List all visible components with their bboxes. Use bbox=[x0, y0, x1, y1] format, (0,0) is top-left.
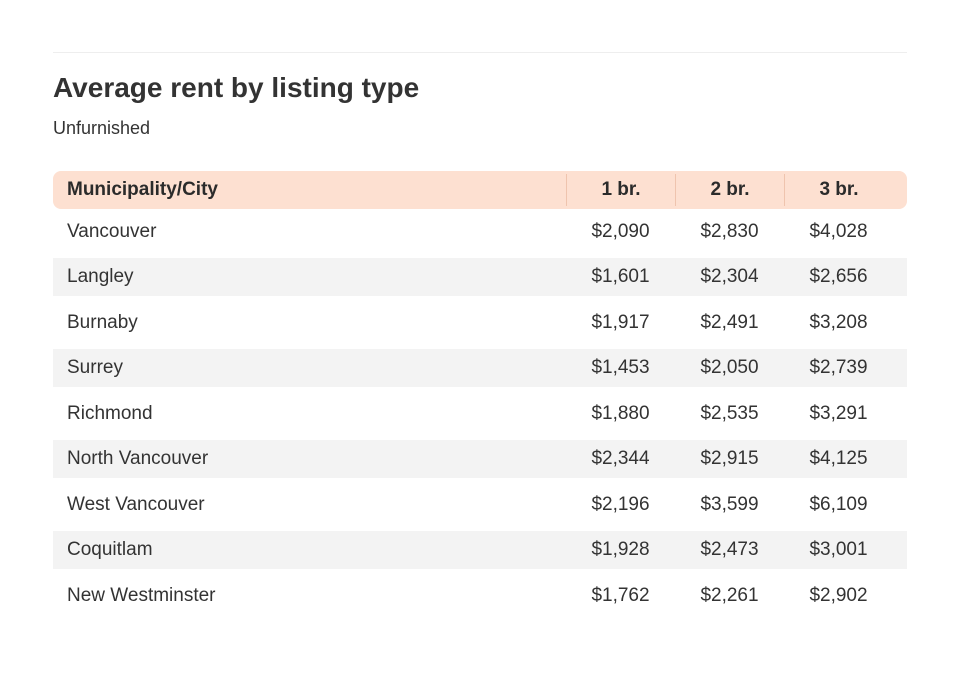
rent-1br-cell: $2,196 bbox=[591, 493, 650, 515]
rent-3br-cell: $6,109 bbox=[809, 493, 868, 515]
table-row: Surrey $1,453 $2,050 $2,739 bbox=[53, 349, 907, 388]
table-header: Municipality/City 1 br. 2 br. 3 br. bbox=[53, 171, 907, 209]
city-cell: Richmond bbox=[67, 402, 153, 424]
city-cell: Burnaby bbox=[67, 311, 138, 333]
page-title: Average rent by listing type bbox=[53, 72, 420, 103]
rent-3br-cell: $2,656 bbox=[809, 266, 868, 288]
rent-table: Municipality/City 1 br. 2 br. 3 br. Vanc… bbox=[53, 171, 907, 619]
column-header-1br: 1 br. bbox=[566, 174, 675, 206]
table-row: Richmond $1,880 $2,535 $3,291 bbox=[53, 391, 907, 437]
city-cell: Coquitlam bbox=[67, 539, 153, 561]
rent-1br-cell: $1,601 bbox=[591, 266, 650, 288]
rent-1br-cell: $1,917 bbox=[591, 311, 650, 333]
rent-2br-cell: $2,473 bbox=[700, 539, 759, 561]
rent-2br-cell: $2,304 bbox=[700, 266, 759, 288]
rent-1br-cell: $1,762 bbox=[591, 584, 650, 606]
top-divider bbox=[53, 52, 907, 53]
rent-3br-cell: $2,902 bbox=[809, 584, 868, 606]
table-row: West Vancouver $2,196 $3,599 $6,109 bbox=[53, 482, 907, 528]
city-cell: West Vancouver bbox=[67, 493, 205, 515]
rent-3br-cell: $2,739 bbox=[809, 357, 868, 379]
table-row: Langley $1,601 $2,304 $2,656 bbox=[53, 258, 907, 297]
page-subtitle: Unfurnished bbox=[53, 118, 151, 138]
rent-3br-cell: $3,001 bbox=[809, 539, 868, 561]
rent-1br-cell: $1,928 bbox=[591, 539, 650, 561]
rent-3br-cell: $3,208 bbox=[809, 311, 868, 333]
table-row: Coquitlam $1,928 $2,473 $3,001 bbox=[53, 531, 907, 570]
city-cell: Vancouver bbox=[67, 220, 157, 242]
city-cell: New Westminster bbox=[67, 584, 216, 606]
rent-2br-cell: $2,261 bbox=[700, 584, 759, 606]
rent-2br-cell: $2,050 bbox=[700, 357, 759, 379]
rent-3br-cell: $4,028 bbox=[809, 220, 868, 242]
rent-1br-cell: $2,090 bbox=[591, 220, 650, 242]
rent-3br-cell: $4,125 bbox=[809, 448, 868, 470]
rent-3br-cell: $3,291 bbox=[809, 402, 868, 424]
column-header-municipality: Municipality/City bbox=[67, 179, 218, 200]
rent-2br-cell: $2,535 bbox=[700, 402, 759, 424]
rent-1br-cell: $1,880 bbox=[591, 402, 650, 424]
city-cell: Surrey bbox=[67, 357, 123, 379]
column-header-3br: 3 br. bbox=[784, 174, 893, 206]
table-row: New Westminster $1,762 $2,261 $2,902 bbox=[53, 573, 907, 619]
column-header-2br: 2 br. bbox=[675, 174, 784, 206]
table-row: North Vancouver $2,344 $2,915 $4,125 bbox=[53, 440, 907, 479]
rent-1br-cell: $2,344 bbox=[591, 448, 650, 470]
rent-2br-cell: $2,915 bbox=[700, 448, 759, 470]
rent-2br-cell: $2,830 bbox=[700, 220, 759, 242]
city-cell: North Vancouver bbox=[67, 448, 209, 470]
rent-2br-cell: $3,599 bbox=[700, 493, 759, 515]
city-cell: Langley bbox=[67, 266, 134, 288]
table-row: Vancouver $2,090 $2,830 $4,028 bbox=[53, 209, 907, 255]
rent-2br-cell: $2,491 bbox=[700, 311, 759, 333]
rent-1br-cell: $1,453 bbox=[591, 357, 650, 379]
table-row: Burnaby $1,917 $2,491 $3,208 bbox=[53, 300, 907, 346]
